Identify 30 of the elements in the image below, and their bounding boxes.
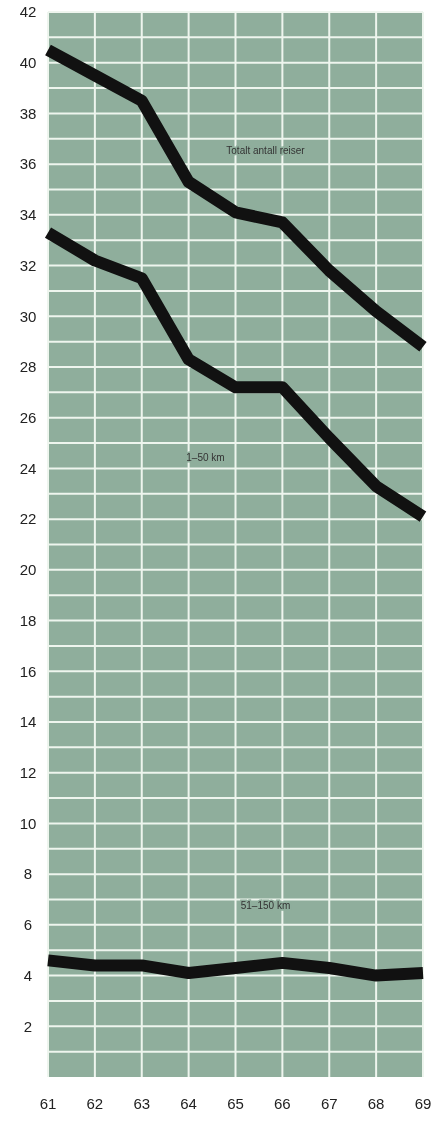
y-tick-label: 14 <box>19 713 37 731</box>
x-tick-label: 63 <box>133 1095 151 1112</box>
y-tick-label: 18 <box>19 611 37 629</box>
x-tick-label: 68 <box>367 1095 385 1112</box>
y-tick-label: 16 <box>19 662 37 680</box>
y-tick-label: 12 <box>19 763 37 781</box>
x-tick-label: 65 <box>227 1095 244 1112</box>
y-tick-label: 38 <box>19 104 37 122</box>
y-tick-label: 2 <box>23 1017 33 1035</box>
x-tick-label: 69 <box>414 1095 432 1112</box>
y-tick-label: 30 <box>19 307 37 325</box>
y-tick-label: 10 <box>19 814 37 832</box>
x-tick-label: 66 <box>274 1095 291 1112</box>
y-tick-label: 4 <box>23 966 33 984</box>
y-tick-label: 6 <box>23 916 33 934</box>
y-tick-label: 20 <box>19 561 37 579</box>
y-tick-label: 32 <box>19 256 37 274</box>
y-tick-label: 36 <box>19 155 37 173</box>
y-tick-label: 26 <box>19 408 37 426</box>
y-tick-label: 22 <box>19 510 37 528</box>
x-tick-label: 64 <box>180 1095 197 1112</box>
y-tick-label: 40 <box>19 53 37 71</box>
x-tick-label: 61 <box>39 1095 57 1112</box>
x-tick-label: 62 <box>86 1095 104 1112</box>
x-tick-label: 67 <box>320 1095 338 1112</box>
y-tick-label: 28 <box>19 358 37 376</box>
y-tick-label: 42 <box>19 3 37 21</box>
y-tick-label: 34 <box>19 206 37 224</box>
y-tick-label: 8 <box>23 865 33 883</box>
y-tick-label: 24 <box>19 459 37 477</box>
